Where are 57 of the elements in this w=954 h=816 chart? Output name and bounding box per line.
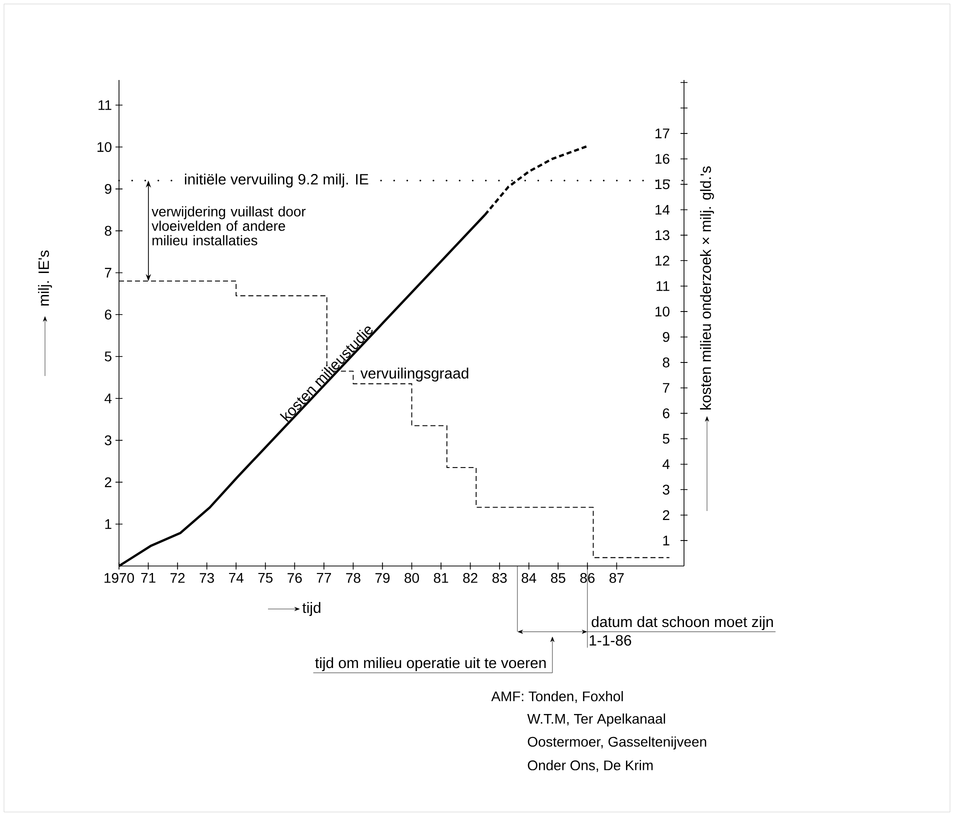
y2-tick-label: 12 — [656, 256, 670, 266]
y-tick-label: 8 — [104, 226, 112, 236]
y2-tick-label: 2 — [662, 510, 670, 520]
x-tick-label: 80 — [404, 573, 419, 583]
y2-tick-label: 7 — [662, 383, 670, 393]
x-axis-title: tijd — [302, 602, 320, 616]
x-tick-label: 71 — [141, 573, 156, 583]
y-tick-label: 1 — [105, 519, 112, 529]
x-tick-label: 75 — [258, 573, 273, 583]
y2-tick-label: 15 — [656, 179, 670, 190]
x-tick-label: 76 — [288, 573, 302, 583]
y-tick-label: 9 — [104, 184, 112, 194]
x-tick-label: 79 — [375, 573, 390, 583]
text: 1-1-86 — [590, 635, 632, 646]
x-tick-label: 81 — [434, 573, 448, 583]
x-tick-label: 73 — [200, 573, 214, 583]
ref-line-label: datum dat schoon moet zijn — [592, 616, 773, 630]
y2-tick-label: 5 — [662, 434, 670, 444]
text: AMF: Tonden, Foxhol — [491, 691, 623, 703]
x-tick-label: 74 — [229, 573, 244, 583]
x-tick-label: 72 — [170, 573, 185, 583]
y2-tick-label: 1 — [663, 536, 670, 546]
y-tick-label: 6 — [104, 310, 112, 320]
y2-tick-label: 13 — [656, 230, 670, 240]
annotation: verwijdering vuillast door vloeivelden of andere milieu installaties — [152, 206, 306, 246]
x-tick-label: 84 — [522, 573, 536, 583]
y-tick-label: 5 — [104, 352, 112, 362]
y2-tick-label: 16 — [656, 154, 670, 164]
y-tick-label: 4 — [104, 394, 112, 404]
y2-tick-label: 14 — [656, 204, 670, 215]
text: W.T.M, Ter Apelkanaal — [527, 713, 666, 726]
text: tijd om milieu operatie uit te voeren — [315, 657, 546, 672]
y-tick-label: 2 — [104, 477, 112, 488]
y2-tick-label: 4 — [662, 459, 670, 470]
x-tick-label: 87 — [610, 573, 624, 583]
y2-axis-title: kosten milieu onderzoek × milj. gld.'s — [700, 166, 714, 410]
x-tick-label: 83 — [492, 573, 507, 583]
x-tick-label: 78 — [346, 573, 360, 583]
x-tick-label: 85 — [550, 573, 566, 583]
x-tick-label: 82 — [463, 573, 478, 583]
y-axis-title: milj. IE's — [38, 250, 52, 306]
x-tick-label: 77 — [316, 573, 331, 583]
y2-tick-label: 11 — [656, 281, 670, 291]
y-tick-label: 3 — [104, 435, 112, 446]
text: Onder Ons, De Krim — [528, 760, 653, 772]
y2-tick-label: 8 — [662, 357, 670, 368]
y2-tick-label: 6 — [662, 408, 670, 418]
x-tick-label: 1970 — [104, 573, 134, 583]
y2-tick-label: 3 — [662, 484, 670, 495]
text: Oostermoer, Gasseltenijveen — [528, 736, 706, 750]
y-tick-label: 7 — [104, 268, 112, 278]
y-tick-label: 10 — [98, 142, 112, 152]
y2-tick-label: 17 — [656, 128, 670, 138]
y-tick-label: 11 — [98, 100, 112, 110]
y2-tick-label: 9 — [662, 332, 670, 342]
ref-line-label: initiële vervuiling 9.2 milj. IE — [184, 174, 368, 188]
y2-tick-label: 10 — [656, 306, 670, 316]
